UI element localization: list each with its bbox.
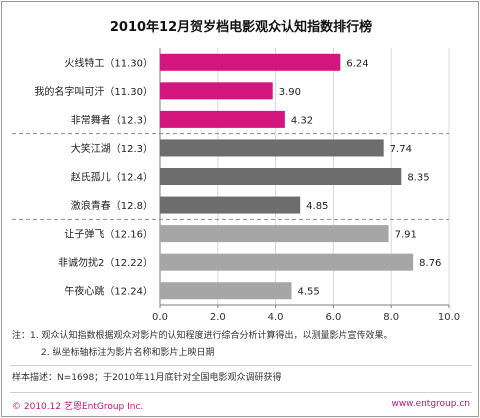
website-link[interactable]: www.entgroup.cn (391, 399, 470, 409)
bar (160, 225, 389, 243)
x-tick-label: 2.0 (210, 312, 226, 323)
bar (160, 168, 402, 185)
x-tick-label: 8.0 (383, 312, 399, 323)
note-1: 注：1. 观众认知指数根据观众对影片的认知程度进行综合分析计算得出，以测量影片宣… (12, 331, 393, 341)
chart-title: 2010年12月贺岁档电影观众认知指数排行榜 (109, 20, 373, 35)
bar (160, 196, 301, 214)
category-label: 午夜心跳（12.24） (64, 285, 153, 298)
bar-chart: 火线特工（11.30） 6.24 我的名字叫可汗（11.30） 3.90 非常舞者（12… (12, 48, 460, 323)
x-tick-label: 0.0 (152, 312, 168, 323)
bar (160, 82, 273, 100)
chart-notes: 注：1. 观众认知指数根据观众对影片的认知程度进行综合分析计算得出，以测量影片宣… (12, 328, 472, 362)
category-label: 我的名字叫可汗（11.30） (34, 85, 153, 98)
data-label: 7.74 (390, 144, 412, 155)
bar (160, 253, 414, 271)
footer: © 2010.12 艺恩EntGroup Inc. www.entgroup.c… (12, 399, 470, 412)
divider (10, 365, 472, 366)
data-label: 8.35 (407, 173, 429, 184)
divider (10, 392, 472, 393)
category-label: 激浪青春（12.8） (71, 199, 153, 212)
category-label: 让子弹飞（12.16） (64, 228, 153, 241)
data-label: 6.24 (346, 58, 368, 69)
bar (160, 53, 341, 71)
copyright-text: © 2010.12 艺恩EntGroup Inc. (12, 402, 144, 412)
data-label: 4.85 (306, 201, 328, 212)
x-tick-label: 4.0 (268, 312, 284, 323)
sample-description: 样本描述：N=1698；于2010年11月底针对全国电影观众调研获得 (12, 373, 282, 383)
x-tick-label: 6.0 (325, 312, 341, 323)
bar (160, 139, 384, 157)
category-label: 非常舞者（12.3） (71, 113, 153, 126)
data-label: 8.76 (419, 258, 441, 269)
data-label: 4.55 (297, 287, 319, 298)
bar (160, 110, 285, 128)
category-label: 非诚勿扰2（12.22） (58, 256, 153, 269)
category-label: 火线特工（11.30） (64, 56, 153, 69)
category-label: 大笑江湖（12.3） (71, 142, 153, 155)
category-label: 赵氏孤儿（12.4） (71, 171, 153, 184)
data-label: 3.90 (279, 87, 301, 98)
data-label: 4.32 (291, 115, 313, 126)
data-label: 7.91 (395, 230, 417, 241)
x-tick-label: 10.0 (438, 312, 460, 323)
note-2: 2. 纵坐标轴标注为影片名称和影片上映日期 (41, 348, 215, 358)
bar (160, 282, 292, 300)
